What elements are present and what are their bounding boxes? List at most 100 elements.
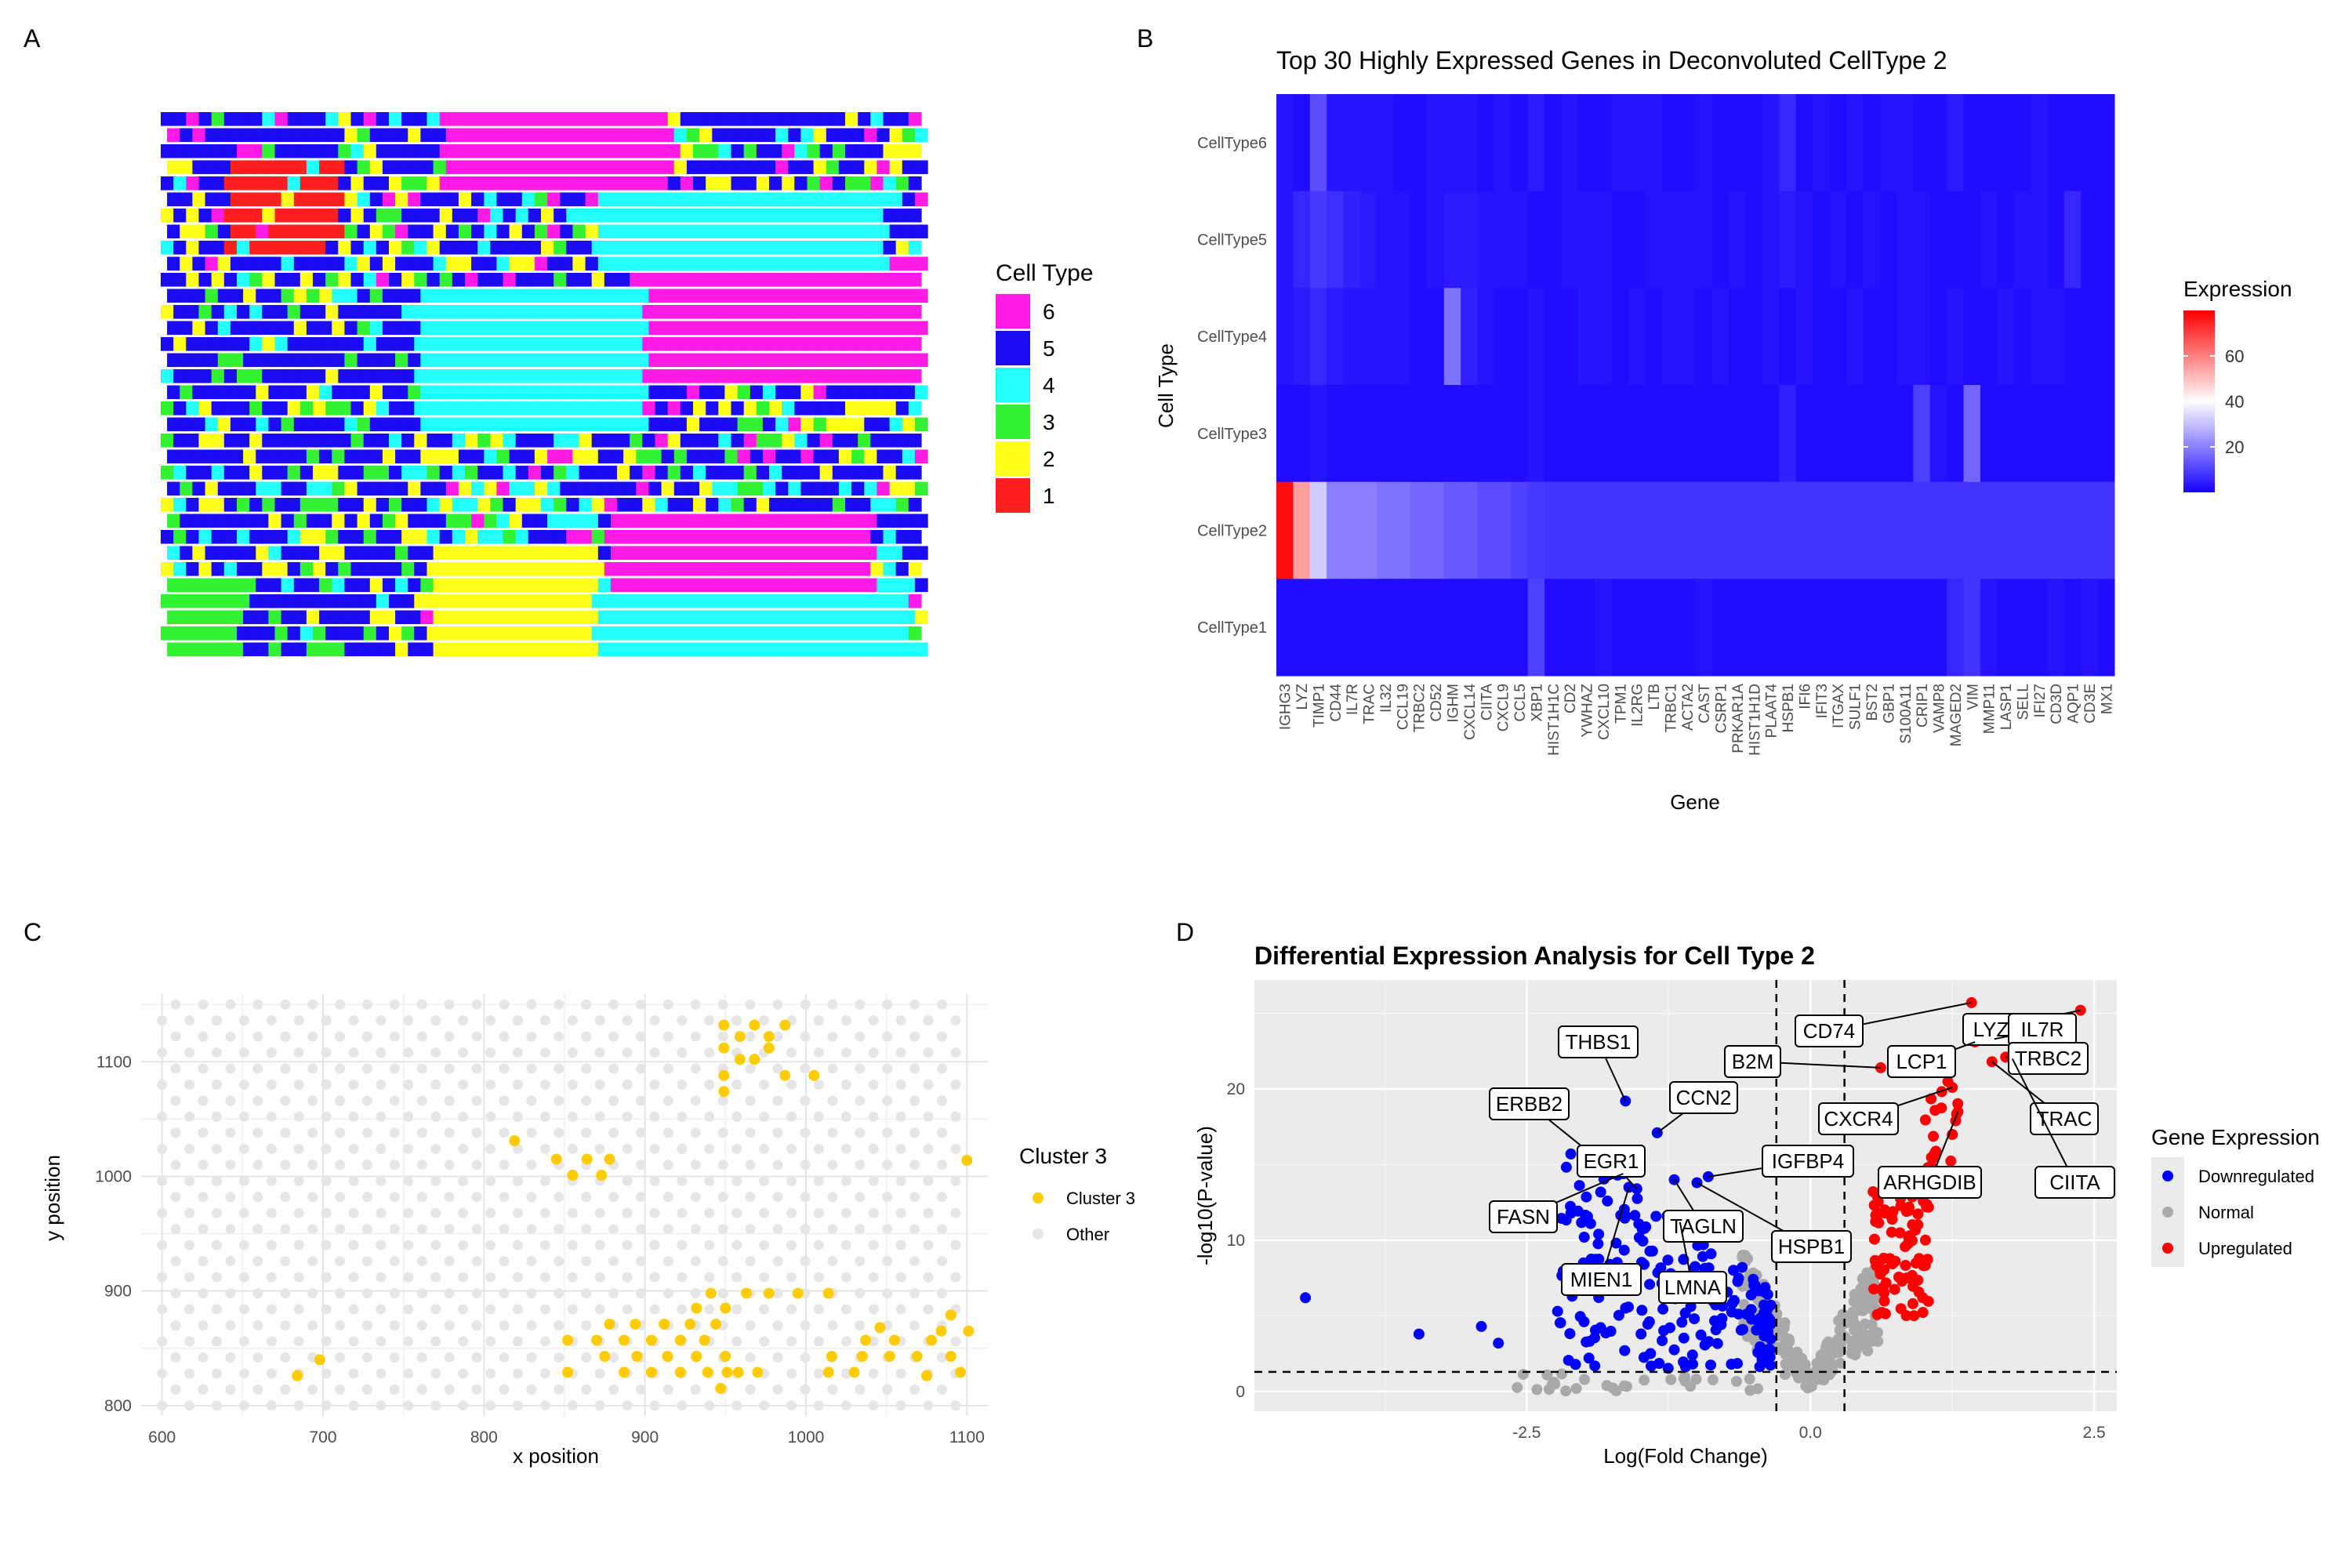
celltype-spot <box>344 353 358 368</box>
celltype-spot <box>870 530 884 544</box>
downregulated-point <box>1493 1338 1504 1349</box>
other-spot <box>786 1207 797 1218</box>
other-spot <box>307 1031 318 1042</box>
gene-label: CD2 <box>1563 684 1579 713</box>
celltype-spot <box>299 337 314 351</box>
celltype-spot <box>610 256 624 271</box>
other-spot <box>594 1207 605 1218</box>
other-spot <box>238 1015 249 1026</box>
celltype-spot <box>585 481 599 496</box>
celltype-spot <box>597 353 612 368</box>
other-spot <box>238 1207 249 1218</box>
downregulated-point <box>1646 1245 1658 1257</box>
celltype-spot <box>769 530 782 544</box>
other-spot <box>485 1143 496 1154</box>
celltype-spot <box>858 273 871 287</box>
panel-d-volcano-plot: Differential Expression Analysis for Cel… <box>1193 942 2320 1468</box>
other-spot <box>485 1400 496 1411</box>
celltype-spot <box>268 128 282 143</box>
celltype-spot <box>750 514 764 528</box>
celltype-spot <box>306 128 320 143</box>
celltype-spot <box>223 498 238 512</box>
celltype-spot <box>623 642 637 657</box>
heatmap-cell <box>1377 94 1395 192</box>
other-spot <box>238 1400 249 1411</box>
other-spot <box>252 1095 263 1106</box>
celltype-spot <box>293 449 307 464</box>
celltype-spot <box>908 144 922 158</box>
other-spot <box>471 1095 482 1106</box>
celltype-spot <box>648 578 662 593</box>
celltype-spot <box>344 514 358 528</box>
other-spot <box>225 1320 236 1330</box>
other-spot <box>840 1143 851 1154</box>
gene-label-text: IL7R <box>2021 1018 2064 1041</box>
celltype-spot <box>230 417 244 432</box>
heatmap-cell <box>1309 481 1327 579</box>
downregulated-point <box>1646 1360 1657 1372</box>
celltype-spot <box>268 610 282 625</box>
other-spot <box>376 1111 387 1122</box>
celltype-spot <box>889 385 903 400</box>
other-spot <box>731 1400 742 1411</box>
heatmap-cell <box>1762 579 1780 677</box>
celltype-spot <box>699 192 713 207</box>
gene-label: MAGED2 <box>1948 684 1965 746</box>
celltype-spot <box>293 578 307 593</box>
downregulated-point <box>1578 1232 1590 1243</box>
other-spot <box>882 1160 893 1171</box>
celltype-spot <box>445 449 459 464</box>
celltype-spot <box>357 128 371 143</box>
celltype-spot <box>471 449 485 464</box>
celltype-spot <box>737 256 751 271</box>
normal-point <box>1831 1347 1842 1359</box>
celltype-spot <box>363 434 377 448</box>
celltype-spot <box>661 481 675 496</box>
other-spot <box>170 1224 181 1235</box>
celltype-spot <box>496 353 510 368</box>
celltype-spot <box>667 144 681 158</box>
celltype-spot <box>623 289 637 303</box>
celltype-spot <box>788 514 802 528</box>
celltype-spot <box>630 401 643 416</box>
celltype-spot <box>313 273 326 287</box>
celltype-spot <box>528 466 542 480</box>
celltype-spot <box>344 610 358 625</box>
celltype-spot <box>699 514 713 528</box>
celltype-spot <box>274 498 289 512</box>
celltype-spot <box>186 209 200 223</box>
downregulated-point <box>1581 1336 1592 1348</box>
celltype-spot <box>623 321 637 336</box>
downregulated-point <box>1737 1261 1748 1273</box>
celltype-spot <box>826 192 840 207</box>
celltype-spot <box>648 546 662 561</box>
celltype-spot <box>243 417 256 432</box>
celltype-spot <box>161 241 174 255</box>
celltype-spot <box>591 144 605 158</box>
celltype-spot <box>794 626 808 641</box>
celltype-spot <box>883 144 897 158</box>
celltype-spot <box>426 369 441 383</box>
heatmap-cell <box>2031 94 2048 192</box>
celltype-spot <box>870 434 884 448</box>
celltype-spot <box>832 305 846 319</box>
other-spot <box>184 1015 195 1026</box>
celltype-spot <box>167 289 180 303</box>
celltype-spot <box>319 353 332 368</box>
other-spot <box>937 1256 947 1267</box>
celltype-spot <box>591 434 605 448</box>
celltype-spot <box>864 417 878 432</box>
celltype-spot <box>851 610 865 625</box>
celltype-spot <box>363 498 377 512</box>
celltype-spot <box>376 626 390 641</box>
celltype-spot <box>718 209 732 223</box>
other-spot <box>855 1256 866 1267</box>
celltype-spot <box>623 546 637 561</box>
celltype-spot <box>521 417 535 432</box>
celltype-spot <box>889 128 903 143</box>
celltype-spot <box>357 546 371 561</box>
celltype-spot <box>180 642 194 657</box>
celltype-spot <box>775 289 789 303</box>
celltype-spot <box>807 401 821 416</box>
